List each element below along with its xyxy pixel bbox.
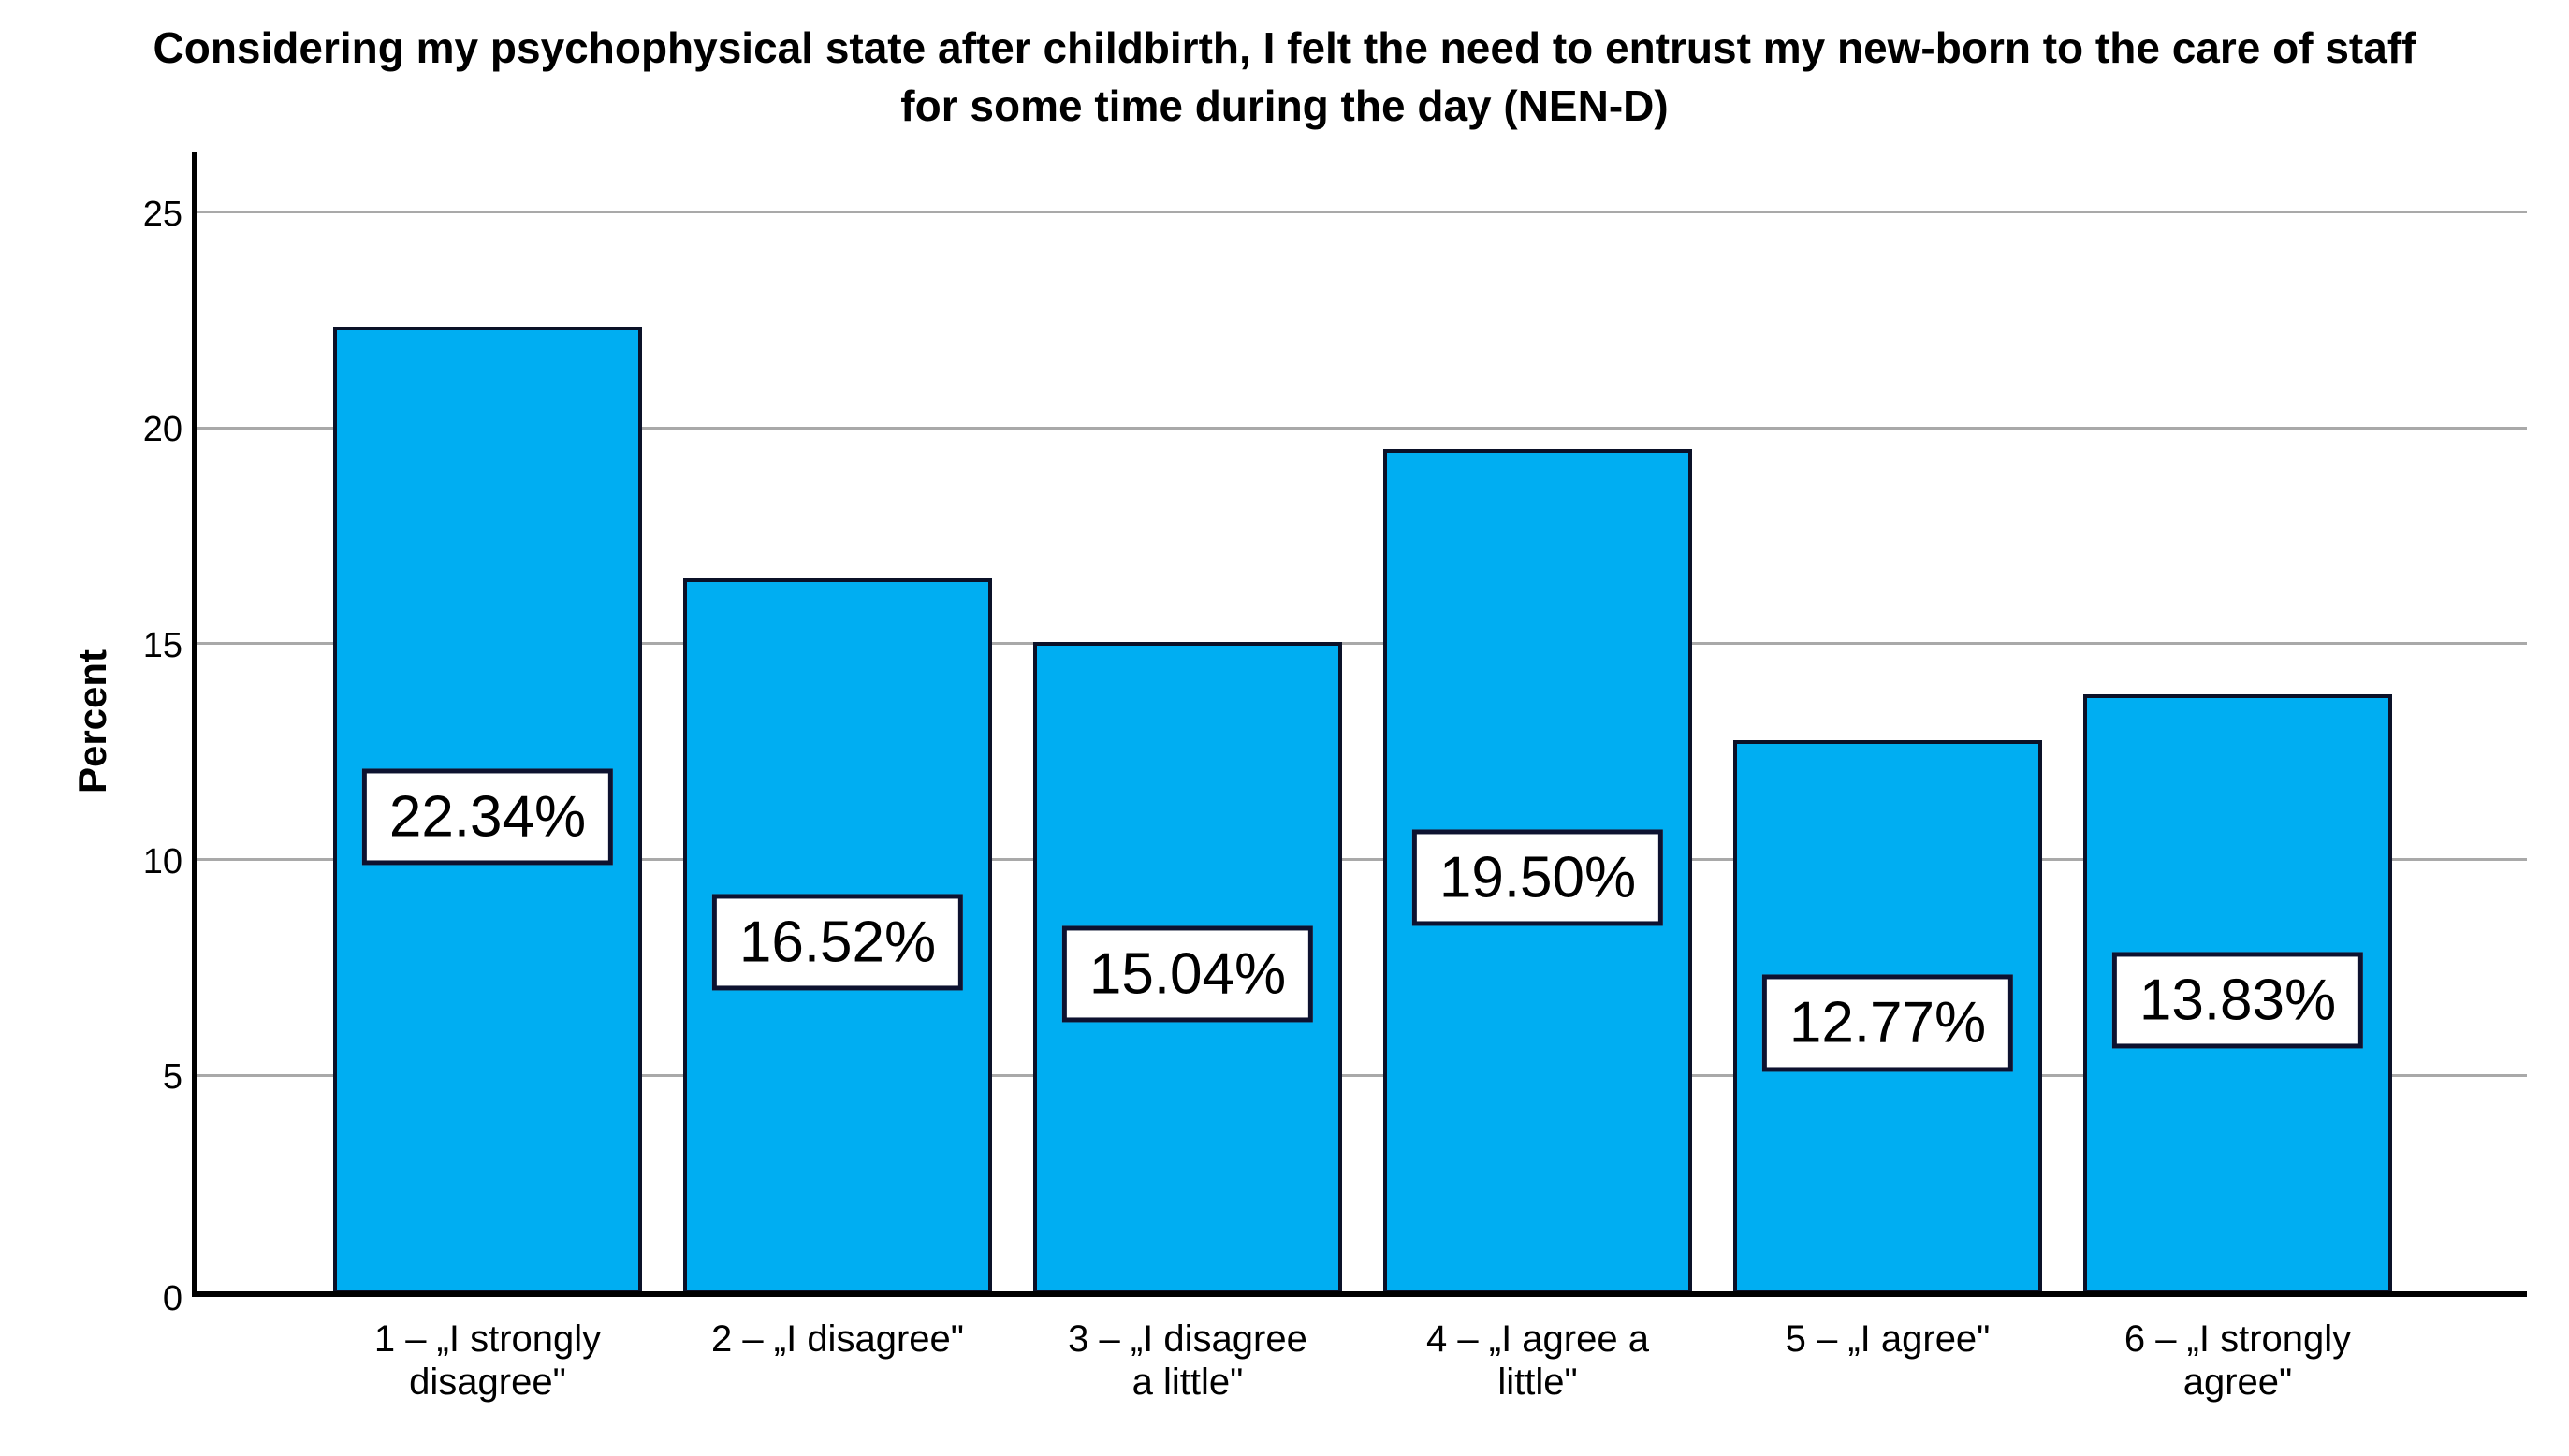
y-tick-label-10: 10 bbox=[142, 841, 182, 881]
bar-value-label-4: 19.50% bbox=[1411, 829, 1664, 926]
chart-title: Considering my psychophysical state afte… bbox=[0, 19, 2569, 135]
gridline-10 bbox=[197, 858, 2527, 862]
x-axis-line bbox=[192, 1291, 2527, 1297]
y-tick-label-25: 25 bbox=[142, 194, 182, 234]
bar-value-label-5: 12.77% bbox=[1761, 974, 2014, 1071]
y-tick-label-0: 0 bbox=[162, 1279, 182, 1318]
x-category-label-4: 4 – „I agree a little" bbox=[1426, 1318, 1649, 1403]
x-category-label-3: 3 – „I disagree a little" bbox=[1068, 1318, 1307, 1403]
x-category-label-6: 6 – „I strongly agree" bbox=[2124, 1318, 2352, 1403]
y-tick-label-15: 15 bbox=[142, 625, 182, 665]
bar-value-label-1: 22.34% bbox=[361, 768, 614, 866]
x-category-label-1: 1 – „I strongly disagree" bbox=[373, 1318, 602, 1403]
chart-title-line1: Considering my psychophysical state afte… bbox=[153, 23, 2416, 72]
bar-value-label-2: 16.52% bbox=[711, 894, 964, 991]
y-axis-line bbox=[192, 152, 197, 1297]
bar-value-label-3: 15.04% bbox=[1061, 925, 1314, 1023]
gridline-5 bbox=[197, 1073, 2527, 1077]
x-category-label-2: 2 – „I disagree" bbox=[711, 1318, 964, 1360]
x-category-label-5: 5 – „I agree" bbox=[1785, 1318, 1991, 1360]
bar-value-label-6: 13.83% bbox=[2111, 952, 2364, 1049]
gridline-25 bbox=[197, 211, 2527, 214]
y-axis-label: Percent bbox=[70, 648, 114, 794]
y-tick-label-5: 5 bbox=[162, 1057, 182, 1098]
chart-title-line2: for some time during the day (NEN-D) bbox=[900, 81, 1669, 130]
y-tick-label-20: 20 bbox=[142, 410, 182, 450]
gridline-15 bbox=[197, 642, 2527, 646]
gridline-20 bbox=[197, 426, 2527, 430]
